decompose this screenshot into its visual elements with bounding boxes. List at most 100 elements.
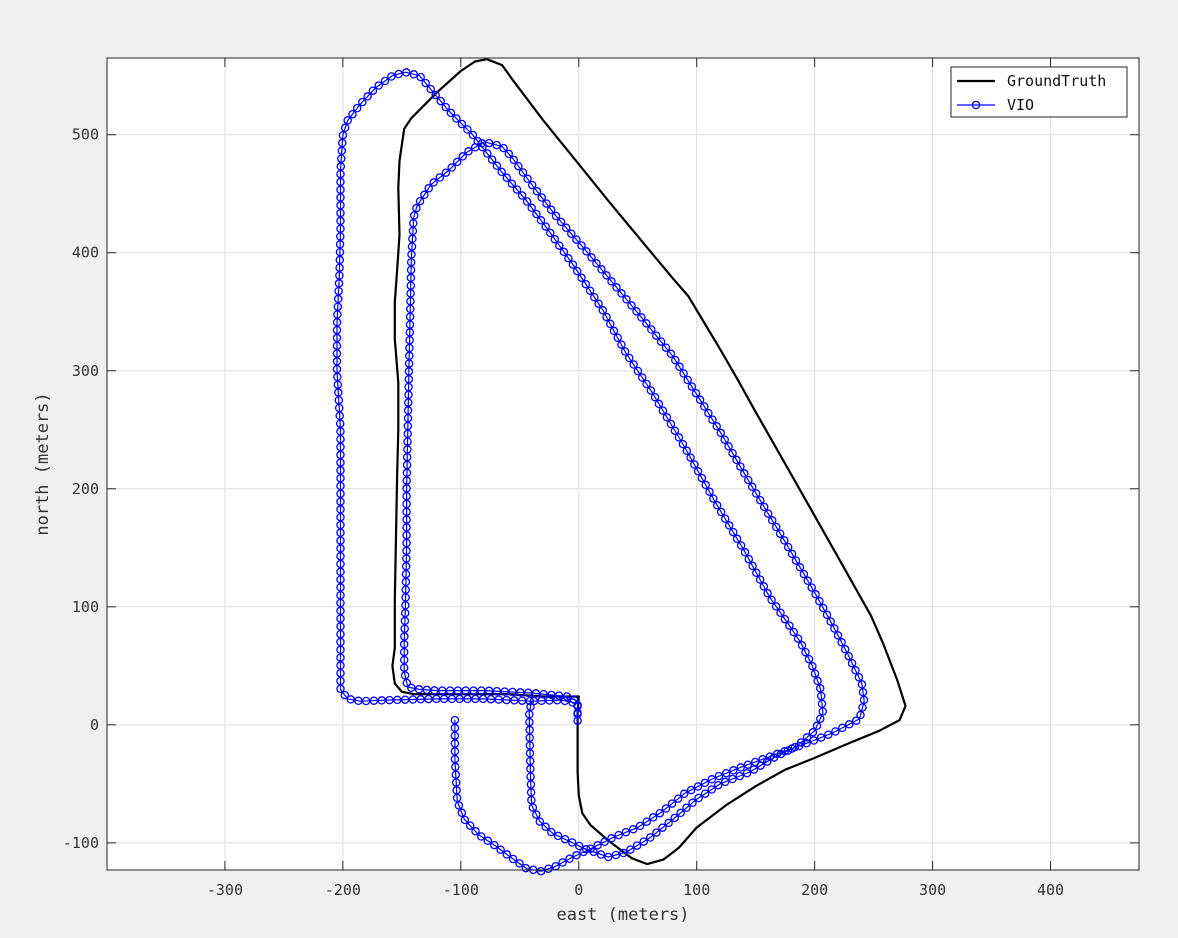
vio-point-marker: [767, 595, 776, 605]
vio-point-marker: [507, 179, 517, 188]
vio-point-marker: [642, 379, 651, 389]
vio-point-marker: [748, 561, 757, 571]
legend-box: [950, 66, 1128, 118]
vio-point-marker: [343, 116, 352, 125]
y-tick-label: 500: [72, 126, 99, 144]
vio-point-marker: [756, 761, 765, 770]
vio-point-marker: [457, 119, 467, 129]
vio-point-marker: [464, 147, 473, 156]
y-tick-label: 300: [72, 362, 99, 380]
vio-point-marker: [736, 763, 745, 772]
vio-point-marker: [670, 426, 680, 435]
vio-point-marker: [556, 217, 566, 227]
vio-point-marker: [830, 624, 839, 633]
vio-point-marker: [431, 90, 440, 100]
vio-point-marker: [592, 259, 601, 268]
vio-point-marker: [492, 161, 502, 171]
vio-point-marker: [532, 209, 541, 219]
vio-point-marker: [421, 78, 430, 88]
axis-ticks: -300 -200 -100 0 100 200 300 400 -100 0 100 200 300 4…: [63, 58, 1139, 899]
vio-point-marker: [732, 455, 741, 465]
vio-point-marker: [688, 798, 697, 808]
vio-point-marker: [400, 671, 410, 680]
vio-point-marker: [550, 234, 560, 244]
vio-point-marker: [581, 845, 591, 854]
vio-point-marker: [492, 140, 501, 150]
vio-point-marker: [776, 608, 785, 618]
vio-point-marker: [613, 333, 622, 342]
vio-point-marker: [707, 775, 717, 784]
plot-area: [107, 58, 1139, 870]
vio-point-marker: [565, 854, 574, 864]
vio-point-marker: [759, 582, 769, 591]
vio-point-marker: [700, 789, 710, 798]
vio-point-marker: [483, 836, 493, 846]
vio-point-marker: [478, 143, 487, 152]
vio-point-marker: [509, 155, 519, 165]
vio-point-marker: [646, 386, 656, 395]
vio-point-marker: [656, 337, 666, 346]
grid-lines: [107, 58, 1139, 870]
vio-point-marker: [441, 102, 450, 112]
vio-point-marker: [490, 840, 499, 850]
legend: GroundTruth VIO: [950, 66, 1128, 118]
vio-point-marker: [564, 254, 573, 263]
vio-point-marker: [679, 789, 689, 799]
vio-point-marker: [776, 749, 786, 759]
vio-point-marker: [802, 733, 812, 742]
vio-point-marker: [658, 823, 667, 832]
vio-point-marker: [682, 446, 692, 456]
vio-point-marker: [840, 645, 850, 654]
vio-point-marker: [716, 428, 726, 438]
vio-point-marker: [340, 123, 350, 133]
vio-point-marker: [409, 211, 419, 220]
vio-point-marker: [817, 699, 827, 709]
vio-point-marker: [700, 402, 709, 411]
vio-point-marker: [346, 695, 355, 704]
vio-point-marker: [612, 283, 621, 292]
vio-point-marker: [749, 765, 759, 774]
y-tick-label: 0: [90, 716, 99, 734]
vio-point-marker: [579, 847, 588, 857]
vio-point-marker: [720, 435, 729, 444]
vio-point-marker: [769, 753, 779, 762]
vio-point-marker: [674, 433, 684, 442]
vio-point-marker: [614, 830, 623, 840]
vio-point-marker: [602, 271, 611, 280]
vio-point-marker: [629, 360, 638, 369]
vio-point-marker: [512, 185, 522, 194]
vio-point-marker: [637, 313, 646, 322]
vio-point-marker: [487, 155, 497, 164]
x-tick-label: 200: [801, 881, 828, 899]
vio-point-marker: [483, 149, 492, 158]
vio-point-marker: [537, 193, 546, 202]
vio-point-marker: [532, 810, 541, 819]
legend-label-groundtruth: GroundTruth: [1007, 72, 1106, 90]
vio-point-marker: [742, 768, 752, 778]
vio-point-marker: [546, 228, 555, 238]
vio-point-marker: [465, 821, 475, 830]
vio-point-marker: [589, 847, 598, 857]
vio-point-marker: [532, 187, 542, 196]
vio-point-marker: [577, 241, 586, 250]
vio-point-marker: [807, 583, 816, 592]
vio-point-marker: [374, 81, 383, 90]
vio-point-marker: [751, 489, 761, 498]
vio-point-marker: [700, 778, 710, 788]
vio-point-marker: [572, 851, 581, 860]
vio-point-marker: [661, 804, 671, 813]
vio-point-marker: [844, 651, 853, 661]
vio-point-marker: [796, 738, 806, 747]
vio-point-marker: [420, 190, 429, 200]
vio-point-marker: [436, 96, 445, 106]
vio-point-marker: [808, 728, 818, 737]
vio-point-marker: [712, 501, 722, 510]
series-layer: [332, 58, 907, 876]
vio-point-marker: [793, 634, 803, 643]
vio-point-marker: [528, 803, 538, 812]
vio-point-marker: [477, 139, 487, 148]
vio-point-marker: [527, 180, 537, 190]
vio-point-marker: [713, 780, 723, 790]
vio-point-marker: [759, 502, 769, 512]
x-tick-label: 0: [574, 881, 583, 899]
